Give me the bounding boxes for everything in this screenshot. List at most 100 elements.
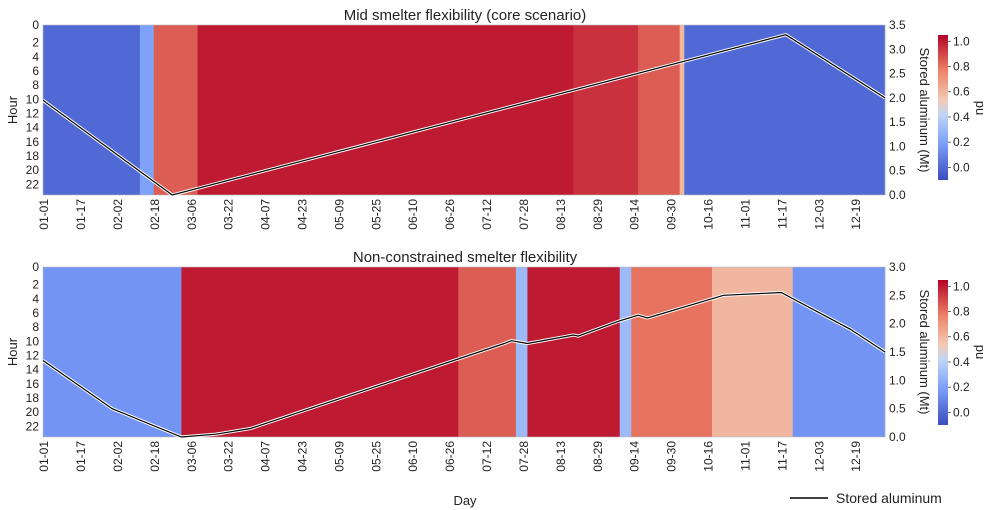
legend-label: Stored aluminum	[836, 490, 942, 506]
heat-cell	[679, 25, 685, 195]
colorbar-tick-label: 0.0	[953, 160, 970, 174]
day-tick-label: 08-29	[591, 199, 605, 230]
day-tick-label: 07-12	[480, 441, 494, 472]
storage-tick-label: 3.5	[889, 18, 906, 32]
hour-tick-label: 4	[32, 292, 39, 306]
top-heatmap	[43, 25, 886, 195]
storage-tick-label: 2.5	[889, 288, 906, 302]
top-day-ticks: 01-01 01-17 02-02 02-18 03-06 03-22 04-07 04-23…	[37, 199, 863, 230]
bottom-storage-ticks: 0.0 0.5 1.0 1.5 2.0 2.5 3.0	[889, 260, 906, 444]
day-tick-label: 05-09	[332, 199, 346, 230]
day-tick-label: 03-22	[222, 441, 236, 472]
hour-tick-label: 18	[26, 391, 40, 405]
bottom-heatmap	[43, 267, 886, 437]
legend: Stored aluminum	[790, 490, 942, 506]
heat-cell	[631, 267, 713, 437]
hour-tick-label: 8	[32, 78, 39, 92]
bottom-chart-title: Non-constrained smelter flexibility	[353, 249, 578, 266]
day-tick-label: 06-26	[443, 199, 457, 230]
top-colorbar-ticks: 0.0 0.2 0.4 0.6 0.8 1.0	[948, 34, 970, 174]
day-tick-label: 09-30	[665, 199, 679, 230]
hour-tick-label: 20	[26, 163, 40, 177]
day-tick-label: 08-29	[591, 441, 605, 472]
day-tick-label: 02-02	[111, 441, 125, 472]
heat-cell	[43, 25, 141, 195]
colorbar-tick-label: 0.6	[953, 330, 970, 344]
storage-tick-label: 0.5	[889, 402, 906, 416]
hour-tick-label: 6	[32, 64, 39, 78]
day-tick-label: 06-10	[406, 199, 420, 230]
panel-top: Mid smelter flexibility (core scenario) …	[5, 7, 988, 230]
heat-cell	[515, 267, 528, 437]
hour-tick-label: 16	[26, 377, 40, 391]
heat-cell	[181, 267, 459, 437]
day-tick-label: 04-23	[296, 441, 310, 472]
bottom-colorbar-label: pu	[973, 345, 988, 359]
day-tick-label: 05-09	[332, 441, 346, 472]
day-tick-label: 06-10	[406, 441, 420, 472]
bottom-storage-axis-label: Stored aluminum (Mt)	[917, 290, 932, 415]
colorbar-tick-label: 1.0	[953, 279, 970, 293]
day-tick-label: 10-16	[702, 441, 716, 472]
top-colorbar	[938, 35, 948, 180]
panel-bottom: Non-constrained smelter flexibility 0 246…	[5, 249, 988, 508]
day-tick-label: 04-23	[296, 199, 310, 230]
hour-tick-label: 22	[26, 177, 40, 191]
day-tick-label: 03-06	[185, 441, 199, 472]
day-tick-label: 04-07	[259, 199, 273, 230]
colorbar-tick-label: 0.6	[953, 85, 970, 99]
colorbar-tick-label: 0.4	[953, 355, 970, 369]
day-tick-label: 10-16	[702, 199, 716, 230]
day-tick-label: 12-03	[812, 441, 826, 472]
colorbar-tick-label: 1.0	[953, 34, 970, 48]
bottom-stored-aluminum-line	[42, 291, 886, 438]
hour-tick-label: 12	[26, 107, 40, 121]
heat-cell	[573, 25, 639, 195]
day-tick-label: 06-26	[443, 441, 457, 472]
hour-tick-label: 0	[32, 18, 39, 32]
heat-cell	[153, 25, 198, 195]
day-tick-label: 12-03	[812, 199, 826, 230]
storage-tick-label: 0.0	[889, 188, 906, 202]
hour-tick-label: 4	[32, 50, 39, 64]
day-tick-label: 08-13	[554, 199, 568, 230]
heat-cell	[638, 25, 680, 195]
day-tick-label: 03-22	[222, 199, 236, 230]
day-tick-label: 07-28	[517, 199, 531, 230]
day-tick-label: 09-14	[628, 199, 642, 230]
storage-tick-label: 3.0	[889, 260, 906, 274]
colorbar-tick-label: 0.2	[953, 380, 970, 394]
heat-cell	[43, 267, 182, 437]
day-tick-label: 08-13	[554, 441, 568, 472]
day-tick-label: 02-02	[111, 199, 125, 230]
colorbar-tick-label: 0.8	[953, 305, 970, 319]
storage-tick-label: 0.0	[889, 430, 906, 444]
storage-tick-label: 2.0	[889, 317, 906, 331]
day-tick-label: 05-25	[369, 199, 383, 230]
hour-tick-label: 10	[26, 92, 40, 106]
day-tick-label: 11-01	[738, 199, 752, 229]
day-tick-label: 11-01	[738, 441, 752, 471]
storage-tick-label: 1.5	[889, 115, 906, 129]
hour-tick-label: 22	[26, 419, 40, 433]
bottom-colorbar-ticks: 0.0 0.2 0.4 0.6 0.8 1.0	[948, 279, 970, 419]
day-tick-label: 09-30	[665, 441, 679, 472]
hour-tick-label: 20	[26, 405, 40, 419]
day-tick-label: 12-19	[849, 441, 863, 472]
storage-tick-label: 0.5	[889, 164, 906, 178]
day-tick-label: 03-06	[185, 199, 199, 230]
hour-tick-label: 12	[26, 349, 40, 363]
storage-tick-label: 1.0	[889, 139, 906, 153]
hour-tick-label: 18	[26, 149, 40, 163]
top-storage-ticks: 0.0 0.5 1.0 1.5 2.0 2.5 3.0 3.5	[889, 18, 906, 202]
heat-cell	[619, 267, 632, 437]
top-storage-axis-label: Stored aluminum (Mt)	[917, 48, 932, 173]
heat-cell	[527, 267, 621, 437]
heat-cell	[458, 267, 517, 437]
day-tick-label: 01-17	[74, 199, 88, 230]
hour-tick-label: 2	[32, 36, 39, 50]
day-tick-label: 07-12	[480, 199, 494, 230]
